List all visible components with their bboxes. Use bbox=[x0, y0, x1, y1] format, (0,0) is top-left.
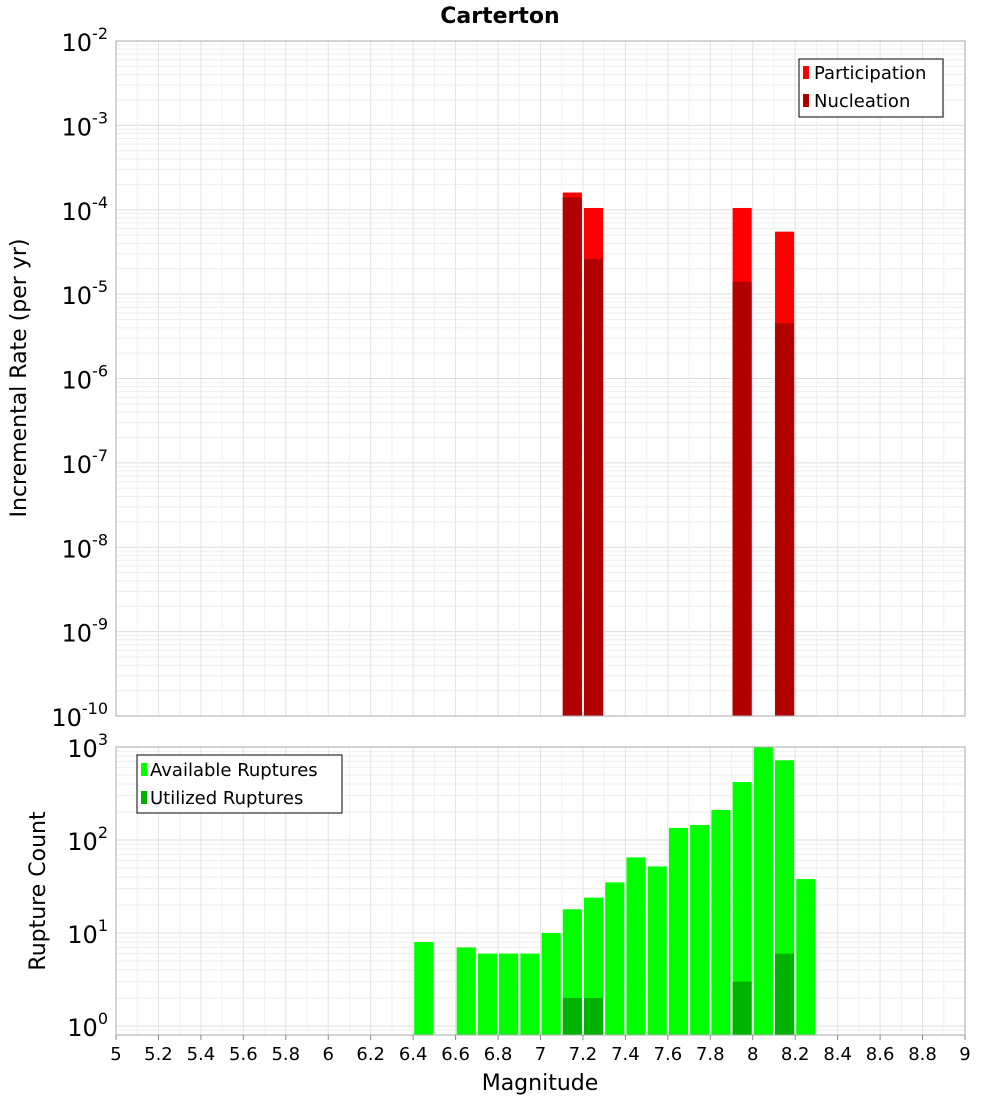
x-axis-label: Magnitude bbox=[482, 1071, 599, 1096]
x-tick-label: 9 bbox=[959, 1044, 970, 1065]
bottom-bar-utilized-ruptures bbox=[584, 997, 604, 1035]
x-tick-label: 7.6 bbox=[654, 1044, 683, 1065]
legend-swatch-utilized bbox=[141, 791, 147, 804]
bottom-y-tick-labels: 103 102 101 100 bbox=[67, 730, 108, 1042]
bottom-bar-utilized-ruptures bbox=[775, 953, 795, 1035]
bottom-bar-available-ruptures bbox=[456, 947, 476, 1035]
x-tick-label: 6 bbox=[323, 1044, 334, 1065]
top-y-tick-label: 10-5 bbox=[62, 277, 109, 310]
x-tick-label: 5 bbox=[110, 1044, 121, 1065]
top-y-tick-label: 10-2 bbox=[62, 24, 109, 57]
bottom-bar-available-ruptures bbox=[499, 953, 519, 1035]
top-panel: 10-2 10-3 10-4 10-5 10-6 10-7 10-8 10-9 10-10 In… bbox=[7, 24, 966, 732]
top-y-tick-label: 10-4 bbox=[62, 193, 109, 226]
top-plot-border bbox=[115, 40, 966, 717]
x-tick-label: 5.2 bbox=[144, 1044, 173, 1065]
x-tick-label: 8.8 bbox=[908, 1044, 937, 1065]
top-bars bbox=[562, 192, 795, 717]
top-grid bbox=[115, 41, 966, 717]
x-tick-label: 8.4 bbox=[823, 1044, 852, 1065]
top-y-tick-label: 10-8 bbox=[62, 530, 109, 563]
bottom-bar-available-ruptures bbox=[690, 824, 710, 1035]
x-tick-label: 8.6 bbox=[866, 1044, 895, 1065]
bottom-panel: 103 102 101 100 5 5.2 5.4 5.6 5.8 6 6.2 6.4 6.6 6.8 7… bbox=[26, 730, 971, 1096]
bottom-bar-available-ruptures bbox=[668, 827, 689, 1035]
x-tick-label: 8.2 bbox=[781, 1044, 810, 1065]
bottom-bar-available-ruptures bbox=[732, 782, 752, 1035]
legend-swatch-available bbox=[141, 763, 147, 776]
x-tick-label: 7.8 bbox=[696, 1044, 725, 1065]
bottom-bar-available-ruptures bbox=[477, 953, 497, 1035]
x-tick-labels: 5 5.2 5.4 5.6 5.8 6 6.2 6.4 6.6 6.8 7 7.2 7.4 7.6 7.8 8… bbox=[110, 1035, 971, 1065]
top-y-tick-label: 10-10 bbox=[51, 699, 108, 732]
top-y-tick-label: 10-3 bbox=[62, 108, 109, 141]
bottom-bar-available-ruptures bbox=[796, 879, 816, 1035]
x-tick-label: 6.8 bbox=[484, 1044, 513, 1065]
top-y-tick-label: 10-7 bbox=[62, 446, 109, 479]
top-legend-box bbox=[798, 58, 944, 118]
bottom-y-tick-label: 101 bbox=[67, 916, 108, 949]
top-y-tick-labels: 10-2 10-3 10-4 10-5 10-6 10-7 10-8 10-9 10-10 bbox=[51, 24, 108, 732]
bottom-y-tick-label: 100 bbox=[67, 1009, 108, 1042]
top-bar-nucleation bbox=[732, 281, 752, 716]
x-tick-label: 6.4 bbox=[399, 1044, 428, 1065]
top-y-tick-label: 10-6 bbox=[62, 362, 109, 395]
x-tick-label: 8 bbox=[747, 1044, 758, 1065]
bottom-bar-available-ruptures bbox=[647, 866, 667, 1035]
bottom-legend: Available Ruptures Utilized Ruptures bbox=[136, 754, 343, 814]
bottom-bar-available-ruptures bbox=[605, 882, 625, 1035]
legend-label-nucleation: Nucleation bbox=[814, 91, 910, 112]
legend-swatch-participation bbox=[803, 66, 809, 79]
bottom-y-axis-label: Rupture Count bbox=[26, 811, 51, 971]
top-bar-nucleation bbox=[562, 197, 582, 717]
x-tick-label: 7 bbox=[535, 1044, 546, 1065]
bottom-bars bbox=[414, 747, 816, 1035]
bottom-bar-utilized-ruptures bbox=[562, 997, 582, 1035]
bottom-bar-available-ruptures bbox=[414, 942, 434, 1035]
bottom-legend-box bbox=[136, 754, 343, 814]
legend-label-participation: Participation bbox=[814, 63, 926, 84]
top-bar-nucleation bbox=[584, 259, 604, 716]
bottom-bar-available-ruptures bbox=[753, 747, 773, 1035]
x-tick-label: 7.4 bbox=[611, 1044, 640, 1065]
chart-title: Carterton bbox=[440, 4, 559, 29]
bottom-bar-available-ruptures bbox=[626, 857, 646, 1035]
x-tick-label: 7.2 bbox=[569, 1044, 598, 1065]
top-bar-nucleation bbox=[775, 323, 795, 716]
x-tick-label: 5.4 bbox=[187, 1044, 216, 1065]
bottom-bar-available-ruptures bbox=[711, 810, 731, 1035]
x-tick-label: 6.2 bbox=[356, 1044, 385, 1065]
x-tick-label: 5.6 bbox=[229, 1044, 258, 1065]
top-y-tick-label: 10-9 bbox=[62, 615, 109, 648]
top-y-axis-label: Incremental Rate (per yr) bbox=[7, 239, 32, 518]
bottom-bar-utilized-ruptures bbox=[732, 981, 752, 1035]
top-legend: Participation Nucleation bbox=[798, 58, 944, 118]
legend-swatch-nucleation bbox=[803, 94, 809, 107]
x-tick-label: 6.6 bbox=[441, 1044, 470, 1065]
legend-label-utilized: Utilized Ruptures bbox=[150, 788, 303, 809]
x-tick-label: 5.8 bbox=[271, 1044, 300, 1065]
legend-label-available: Available Ruptures bbox=[150, 760, 318, 781]
bottom-y-tick-label: 103 bbox=[67, 730, 108, 763]
bottom-bar-available-ruptures bbox=[520, 953, 540, 1035]
bottom-bar-available-ruptures bbox=[541, 932, 561, 1035]
bottom-y-tick-label: 102 bbox=[67, 823, 108, 856]
